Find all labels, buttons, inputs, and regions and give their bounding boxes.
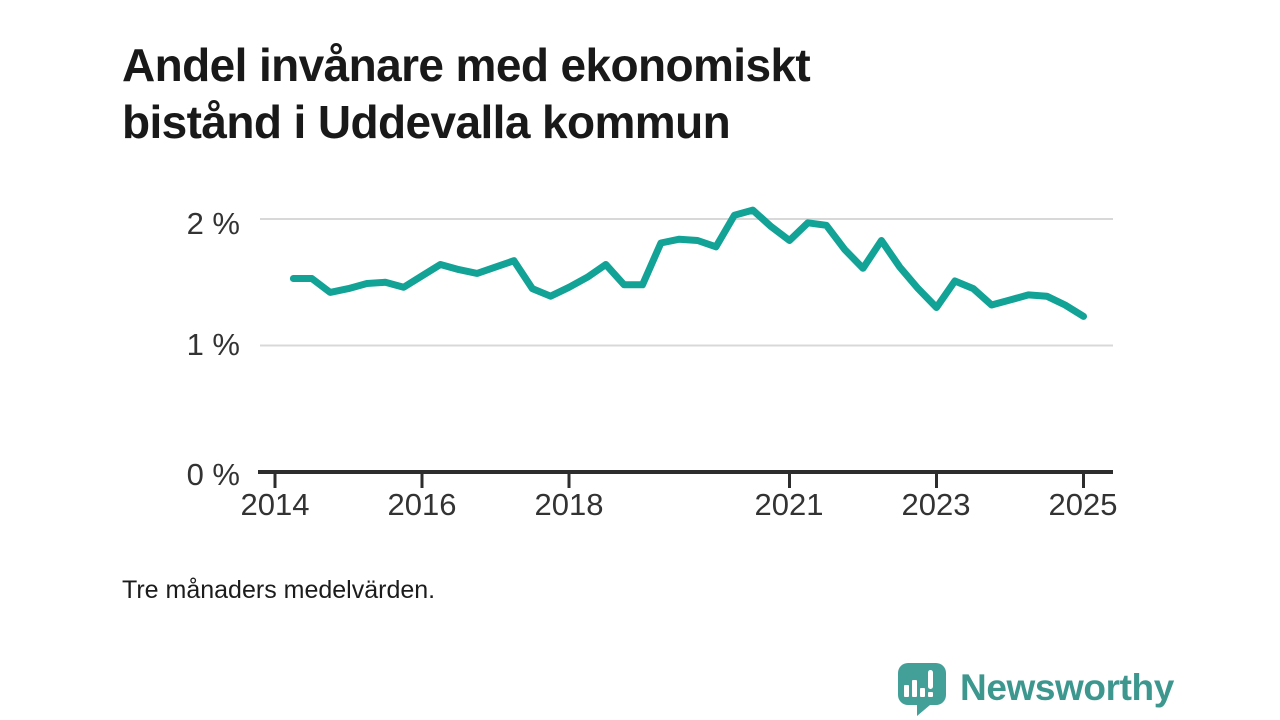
newsworthy-logo-icon (898, 663, 946, 716)
chart-title-line-1: Andel invånare med ekonomiskt (122, 38, 811, 91)
brand-footer: Newsworthy (896, 661, 1174, 717)
y-tick-label-0pct: 0 % (186, 457, 240, 492)
x-tick-label-2016: 2016 (387, 487, 457, 522)
x-tick-label-2023: 2023 (901, 487, 971, 522)
footnote: Tre månaders medelvärden. (122, 576, 436, 604)
x-tick-label-2018: 2018 (534, 487, 604, 522)
chart-title-line-2: bistånd i Uddevalla kommun (122, 95, 731, 148)
y-tick-label-2pct: 2 % (186, 206, 240, 241)
brand-wordmark: Newsworthy (960, 667, 1174, 708)
y-tick-label-1pct: 1 % (186, 327, 240, 362)
x-tick-label-2025: 2025 (1048, 487, 1118, 522)
x-tick-label-2021: 2021 (754, 487, 824, 522)
x-tick-label-2014: 2014 (240, 487, 310, 522)
chart-title: Andel invånare med ekonomiskt bistånd i … (122, 37, 811, 151)
